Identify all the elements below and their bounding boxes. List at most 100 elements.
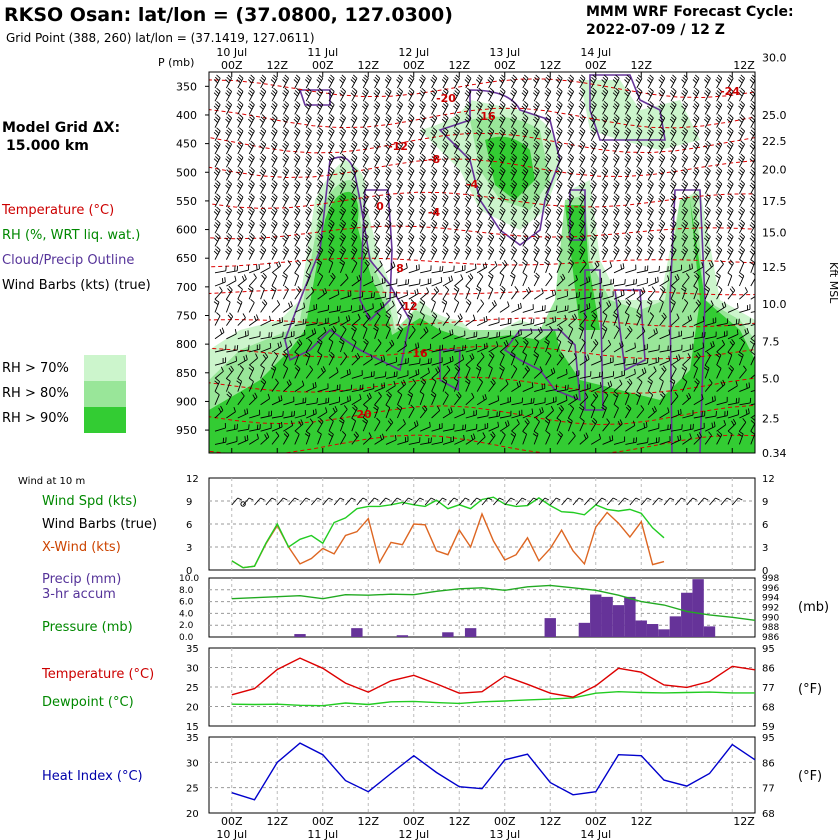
wind-barb [431, 298, 436, 313]
wind-barb [350, 246, 358, 260]
temp-ytick-f: 59 [762, 722, 775, 733]
wind-barb [475, 219, 483, 234]
wind-barb [750, 417, 755, 432]
wind-barb [510, 166, 517, 181]
wind-barb [316, 219, 324, 234]
wind-barb [602, 391, 609, 406]
wind-barb [521, 127, 529, 142]
wind-barb [602, 380, 613, 392]
precip-ytick: 0.0 [179, 633, 194, 643]
precip-bar [635, 620, 647, 637]
wind-barb [236, 87, 244, 102]
wind-barb [270, 246, 278, 260]
wind-barb [247, 232, 255, 247]
wind-barb [293, 140, 301, 155]
surface-wind-barb [640, 497, 652, 506]
wind-barb [601, 166, 609, 181]
wind-barb [442, 407, 453, 419]
wind-barb [533, 366, 543, 379]
wind-barb [465, 263, 477, 274]
wind-barb [750, 389, 755, 393]
wind-barb [374, 312, 381, 326]
temperature-label: -20 [436, 92, 456, 105]
wind-barb [408, 378, 417, 392]
wind-barb [236, 246, 244, 260]
wind-barb [498, 166, 506, 181]
wind-barb [511, 419, 520, 432]
wind-barb [613, 370, 625, 379]
wind-barb [670, 298, 676, 313]
wind-barb [465, 353, 475, 366]
wind-barb [750, 323, 755, 327]
surface-wind-barb [675, 497, 686, 506]
wind-barb [670, 313, 680, 326]
pressure-ytick: 998 [762, 574, 779, 584]
wind-barb [249, 331, 261, 340]
temperature-label: -4 [466, 178, 479, 191]
wind-barb [397, 436, 409, 445]
wind-barb [304, 74, 312, 89]
wind-barb [465, 392, 475, 406]
wind-barb [532, 100, 540, 115]
wind-barb [703, 364, 710, 379]
wind-barb [317, 272, 324, 287]
wind-barb [213, 74, 221, 89]
wind-barb [214, 378, 221, 392]
wind-barb [237, 354, 248, 366]
wind-barb [488, 395, 500, 406]
wind-barb [363, 276, 374, 287]
wind-barb [454, 313, 463, 326]
wind-barb [636, 265, 649, 274]
wind-barb [384, 100, 392, 115]
wind-barb [236, 100, 244, 115]
wind-barb [591, 382, 602, 393]
wind-barb [340, 430, 347, 445]
wind-barb [282, 127, 289, 142]
wind-barb [739, 382, 751, 393]
wind-barb [590, 339, 599, 353]
surface-wind-barb [709, 497, 720, 506]
wind-barb [670, 391, 679, 406]
legend-rh80-label: RH > 80% [2, 386, 69, 401]
wind-barb [555, 206, 563, 221]
wind-barb [259, 166, 267, 181]
wind-barb [556, 273, 566, 287]
wind-barb [532, 153, 540, 168]
wind-barb [738, 180, 745, 194]
wind-barb [681, 127, 688, 142]
wind-barb [317, 317, 329, 327]
wind-barb [249, 344, 261, 353]
wind-barb [247, 193, 255, 208]
wind-barb [602, 371, 615, 379]
wind-barb [647, 366, 657, 379]
wind-ytick-right: 3 [762, 543, 768, 554]
wind-barb [454, 391, 462, 406]
wind-barb [601, 140, 609, 155]
surface-wind-barb [572, 497, 584, 506]
wind-barb [305, 365, 314, 379]
wind-barb [407, 166, 415, 181]
wind-barb [431, 265, 444, 274]
wind-barb [453, 153, 460, 168]
wind-barb [373, 127, 381, 142]
wind-barb [509, 272, 516, 287]
wind-barb [293, 193, 301, 208]
wind-barb [283, 318, 295, 327]
surface-wind-barb [413, 497, 424, 506]
wind-barb [260, 364, 265, 379]
top-day-label: 13 Jul [489, 46, 520, 59]
grid-point-info: Grid Point (388, 260) lat/lon = (37.1419… [6, 31, 315, 45]
top-hour-label: 00Z [403, 59, 425, 72]
wind-barb [236, 378, 243, 392]
wind-barb [545, 316, 557, 327]
wind-barb [567, 127, 574, 142]
wind-barb [521, 153, 529, 168]
wind-barb [374, 417, 381, 432]
isotherm [209, 376, 755, 395]
height-tick-label: 5.0 [762, 373, 780, 386]
wind-barb [590, 433, 602, 445]
wind-barb [510, 100, 517, 115]
wind-barb [408, 358, 421, 366]
wind-barb [624, 127, 631, 142]
